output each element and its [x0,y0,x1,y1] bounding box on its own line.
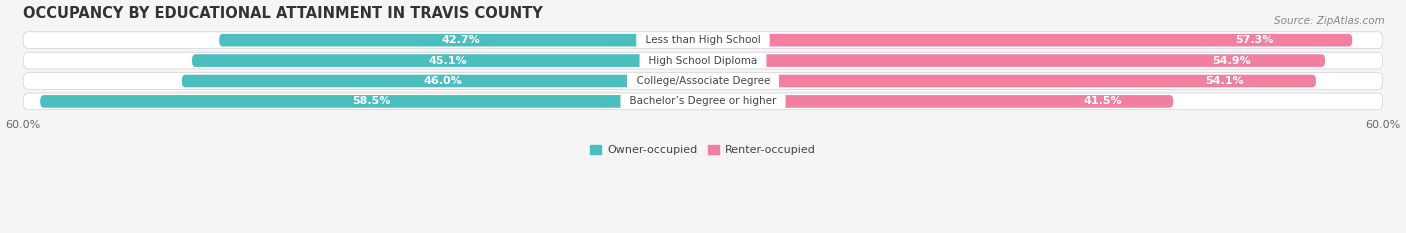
Text: 57.3%: 57.3% [1236,35,1274,45]
FancyBboxPatch shape [703,34,1353,47]
FancyBboxPatch shape [703,54,1324,67]
FancyBboxPatch shape [22,52,1384,69]
Text: 41.5%: 41.5% [1084,96,1122,106]
Text: High School Diploma: High School Diploma [643,56,763,65]
Text: Less than High School: Less than High School [638,35,768,45]
Text: 42.7%: 42.7% [441,35,481,45]
Text: Bachelor’s Degree or higher: Bachelor’s Degree or higher [623,96,783,106]
Text: Source: ZipAtlas.com: Source: ZipAtlas.com [1274,16,1385,26]
Text: 54.9%: 54.9% [1212,56,1251,65]
Text: 54.1%: 54.1% [1205,76,1243,86]
FancyBboxPatch shape [22,32,1384,48]
FancyBboxPatch shape [219,34,703,47]
Text: OCCUPANCY BY EDUCATIONAL ATTAINMENT IN TRAVIS COUNTY: OCCUPANCY BY EDUCATIONAL ATTAINMENT IN T… [22,6,543,21]
FancyBboxPatch shape [703,95,1173,108]
Text: 46.0%: 46.0% [423,76,461,86]
Legend: Owner-occupied, Renter-occupied: Owner-occupied, Renter-occupied [586,140,820,160]
FancyBboxPatch shape [22,93,1384,110]
Text: 45.1%: 45.1% [429,56,467,65]
FancyBboxPatch shape [181,75,703,87]
FancyBboxPatch shape [41,95,703,108]
FancyBboxPatch shape [703,75,1316,87]
Text: College/Associate Degree: College/Associate Degree [630,76,776,86]
Text: 58.5%: 58.5% [353,96,391,106]
FancyBboxPatch shape [193,54,703,67]
FancyBboxPatch shape [22,73,1384,89]
